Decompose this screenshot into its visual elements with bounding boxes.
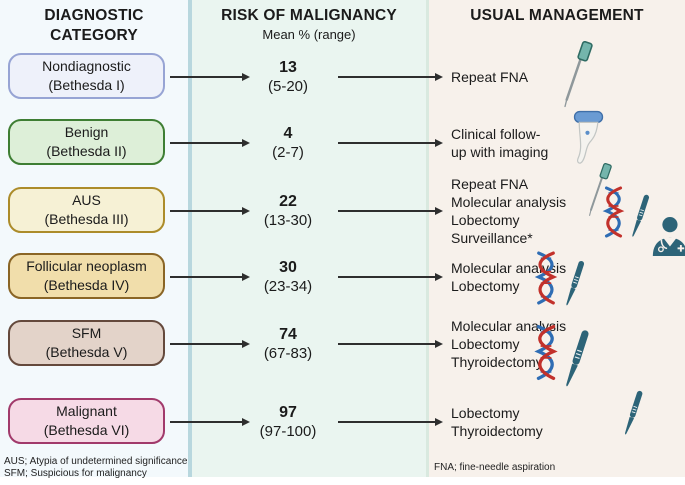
management-item: Thyroidectomy bbox=[451, 354, 543, 370]
management-item: Lobectomy bbox=[451, 405, 520, 421]
management-item: up with imaging bbox=[451, 144, 549, 160]
arrow-to-risk bbox=[170, 206, 250, 215]
risk-range: (13-30) bbox=[263, 212, 313, 229]
scalpel-icon bbox=[620, 388, 646, 440]
dna-icon bbox=[532, 324, 560, 381]
management-list: Clinical follow- up with imaging bbox=[451, 125, 621, 161]
dna-icon bbox=[600, 186, 627, 238]
column-divider-left bbox=[188, 0, 192, 477]
header-management-title: USUAL MANAGEMENT bbox=[470, 7, 644, 24]
category-box-nondiagnostic: Nondiagnostic (Bethesda I) bbox=[8, 53, 165, 99]
arrow-to-management bbox=[338, 272, 443, 281]
management-list: Repeat FNA bbox=[451, 68, 621, 86]
scalpel-icon bbox=[561, 258, 588, 311]
needle-icon bbox=[560, 41, 596, 111]
management-item: Surveillance* bbox=[451, 230, 533, 246]
arrow-to-management bbox=[338, 206, 443, 215]
category-box-aus: AUS (Bethesda III) bbox=[8, 187, 165, 233]
risk-value: 74 (67-83) bbox=[240, 325, 336, 363]
arrow-to-management bbox=[338, 417, 443, 426]
category-bethesda: (Bethesda V) bbox=[45, 344, 128, 360]
management-item: Molecular analysis bbox=[451, 318, 567, 334]
header-risk-subtitle: Mean % (range) bbox=[262, 27, 356, 42]
risk-mean: 97 bbox=[279, 404, 297, 421]
management-list: Molecular analysis Lobectomy bbox=[451, 259, 621, 295]
category-bethesda: (Bethesda II) bbox=[46, 143, 127, 159]
column-band-management bbox=[429, 0, 685, 477]
risk-value: 30 (23-34) bbox=[240, 258, 336, 296]
management-item: Molecular analysis bbox=[451, 194, 567, 210]
column-divider-right bbox=[426, 0, 429, 477]
arrow-to-risk bbox=[170, 417, 250, 426]
risk-value: 97 (97-100) bbox=[240, 403, 336, 441]
category-bethesda: (Bethesda I) bbox=[48, 77, 125, 93]
risk-range: (5-20) bbox=[267, 78, 308, 95]
category-label: Malignant bbox=[56, 403, 117, 419]
risk-mean: 30 bbox=[279, 259, 297, 276]
category-box-benign: Benign (Bethesda II) bbox=[8, 119, 165, 165]
arrow-to-management bbox=[338, 138, 443, 147]
management-item: Thyroidectomy bbox=[451, 423, 543, 439]
risk-mean: 74 bbox=[279, 326, 297, 343]
header-diagnostic-line1: DIAGNOSTIC bbox=[44, 7, 144, 24]
arrow-to-risk bbox=[170, 272, 250, 281]
risk-value: 22 (13-30) bbox=[240, 192, 336, 230]
management-item: Clinical follow- bbox=[451, 126, 541, 142]
arrow-to-management bbox=[338, 72, 443, 81]
management-item: Lobectomy bbox=[451, 336, 520, 352]
doctor-icon bbox=[650, 216, 685, 256]
footnote-sfm: SFM; Suspicious for malignancy bbox=[4, 467, 147, 479]
category-label: AUS bbox=[72, 192, 101, 208]
category-box-sfm: SFM (Bethesda V) bbox=[8, 320, 165, 366]
category-bethesda: (Bethesda III) bbox=[44, 211, 129, 227]
column-band-risk bbox=[192, 0, 426, 477]
footnote-fna: FNA; fine-needle aspiration bbox=[434, 462, 556, 473]
ultrasound-probe-icon bbox=[570, 110, 606, 170]
header-diagnostic-line2: CATEGORY bbox=[50, 27, 138, 44]
header-usual-management: USUAL MANAGEMENT bbox=[429, 6, 685, 26]
risk-value: 13 (5-20) bbox=[240, 58, 336, 96]
category-box-malignant: Malignant (Bethesda VI) bbox=[8, 398, 165, 444]
management-item: Lobectomy bbox=[451, 278, 520, 294]
risk-mean: 22 bbox=[279, 193, 297, 210]
header-risk-of-malignancy: RISK OF MALIGNANCY Mean % (range) bbox=[192, 6, 426, 43]
management-list: Lobectomy Thyroidectomy bbox=[451, 404, 621, 440]
arrow-to-risk bbox=[170, 138, 250, 147]
category-bethesda: (Bethesda IV) bbox=[43, 277, 130, 293]
risk-range: (23-34) bbox=[263, 278, 313, 295]
risk-range: (2-7) bbox=[272, 144, 304, 161]
management-list: Repeat FNA Molecular analysis Lobectomy … bbox=[451, 175, 621, 247]
category-bethesda: (Bethesda VI) bbox=[43, 422, 130, 438]
header-risk-title: RISK OF MALIGNANCY bbox=[221, 7, 397, 24]
footnote-abbreviations-left: AUS; Atypia of undetermined significance… bbox=[4, 456, 187, 479]
arrow-to-risk bbox=[170, 72, 250, 81]
scalpel-icon bbox=[561, 326, 592, 394]
risk-mean: 13 bbox=[279, 59, 297, 76]
management-item: Molecular analysis bbox=[451, 260, 567, 276]
risk-range: (97-100) bbox=[259, 423, 317, 440]
management-item: Repeat FNA bbox=[451, 69, 529, 85]
category-box-follicular: Follicular neoplasm (Bethesda IV) bbox=[8, 253, 165, 299]
management-item: Repeat FNA bbox=[451, 176, 529, 192]
risk-mean: 4 bbox=[283, 125, 293, 142]
category-label: Benign bbox=[64, 124, 109, 140]
arrow-to-management bbox=[338, 339, 443, 348]
management-list: Molecular analysis Lobectomy Thyroidecto… bbox=[451, 317, 621, 371]
risk-value: 4 (2-7) bbox=[240, 124, 336, 162]
category-label: SFM bbox=[71, 325, 102, 341]
footnote-aus: AUS; Atypia of undetermined significance bbox=[4, 456, 188, 467]
dna-icon bbox=[532, 251, 560, 305]
category-label: Follicular neoplasm bbox=[26, 258, 147, 274]
arrow-to-risk bbox=[170, 339, 250, 348]
header-diagnostic-category: DIAGNOSTIC CATEGORY bbox=[0, 6, 188, 46]
category-label: Nondiagnostic bbox=[42, 58, 131, 74]
risk-range: (67-83) bbox=[263, 345, 313, 362]
management-item: Lobectomy bbox=[451, 212, 520, 228]
